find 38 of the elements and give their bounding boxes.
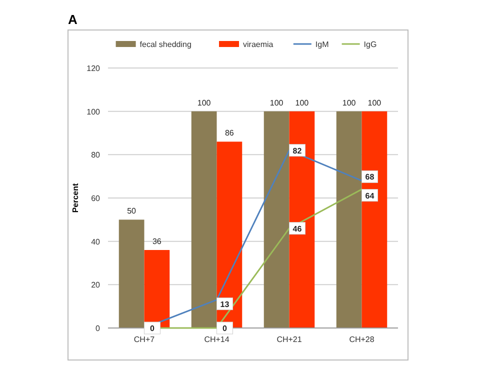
data-label: 86	[224, 128, 234, 138]
bar	[289, 111, 315, 328]
data-label: 100	[270, 98, 284, 108]
x-tick-label: CH+14	[204, 335, 230, 344]
data-label: 68	[365, 172, 375, 182]
bar	[336, 111, 362, 328]
legend-label: viraemia	[243, 40, 274, 49]
data-label: 0	[150, 324, 156, 333]
y-tick-label: 20	[91, 280, 101, 290]
data-label: 100	[295, 98, 310, 108]
data-label: 82	[292, 146, 302, 156]
chart-title: A	[68, 12, 78, 27]
data-label: 36	[152, 237, 162, 246]
y-tick-label: 120	[86, 64, 101, 73]
legend-label: IgG	[364, 40, 377, 49]
data-label: 13	[220, 300, 230, 309]
data-label: 100	[197, 98, 212, 108]
bar	[362, 111, 388, 328]
data-label: 50	[127, 206, 137, 216]
x-tick-label: CH+7	[134, 335, 156, 344]
data-label: 100	[368, 98, 382, 108]
bar	[191, 111, 217, 328]
legend-label: IgM	[315, 40, 330, 49]
data-label: 46	[292, 224, 302, 234]
y-tick-label: 0	[96, 324, 101, 333]
data-label: 64	[365, 191, 375, 200]
x-tick-label: CH+21	[276, 335, 302, 344]
y-tick-label: 80	[91, 150, 101, 160]
bar	[118, 220, 144, 328]
data-label: 100	[342, 98, 356, 108]
y-tick-label: 60	[91, 194, 101, 203]
y-tick-label: 40	[91, 237, 101, 246]
data-label: 0	[222, 324, 228, 333]
y-axis-title: Percent	[71, 182, 80, 213]
bar	[264, 111, 290, 328]
y-tick-label: 100	[86, 107, 101, 116]
x-tick-label: CH+28	[349, 335, 375, 344]
legend-label: fecal shedding	[140, 40, 192, 49]
